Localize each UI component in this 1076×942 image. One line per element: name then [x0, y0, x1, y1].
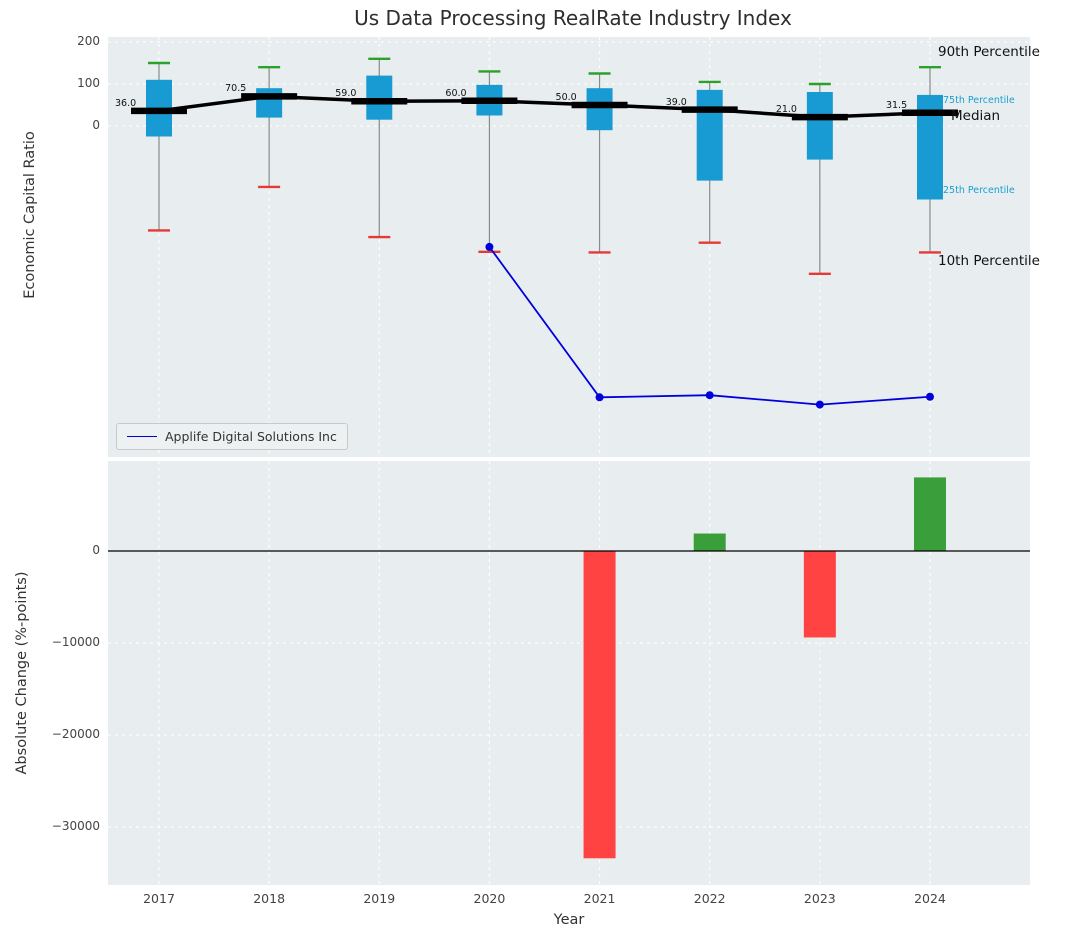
top-plot-area: Applife Digital Solutions Inc: [108, 37, 1030, 457]
x-tick-label: 2023: [803, 891, 836, 906]
x-tick-label: 2019: [363, 891, 396, 906]
median-value-label: 36.0: [115, 97, 137, 109]
iqr-box: [806, 91, 833, 160]
company-marker: [925, 392, 934, 401]
top-y-tick-label: 100: [77, 76, 100, 90]
x-tick-label: 2024: [914, 891, 946, 906]
x-tick-label: 2018: [253, 891, 286, 906]
bottom-y-tick-label: −30000: [51, 819, 100, 833]
x-axis-label: Year: [553, 912, 585, 928]
positive-change-bar: [913, 477, 946, 551]
top-plot-canvas: [108, 37, 1030, 457]
annotation-10th-percentile: 10th Percentile: [938, 253, 1040, 269]
bottom-y-tick-label: 0: [92, 543, 100, 557]
x-tick-label: 2017: [143, 891, 175, 906]
annotation-90th-percentile: 90th Percentile: [938, 44, 1040, 60]
annotation-25th-percentile: 25th Percentile: [943, 185, 1015, 196]
legend-line-sample: [127, 436, 157, 437]
median-value-label: 21.0: [775, 104, 797, 116]
x-tick-label: 2022: [693, 891, 726, 906]
x-tick-label: 2021: [583, 891, 616, 906]
median-value-label: 59.0: [335, 88, 357, 100]
negative-change-bar: [803, 551, 836, 638]
bottom-y-tick-label: −10000: [51, 635, 100, 649]
median-value-label: 31.5: [885, 99, 908, 111]
bottom-gridlines: [108, 461, 1030, 885]
iqr-box: [696, 89, 723, 181]
top-y-tick-label: 0: [92, 118, 100, 132]
change-bars: [583, 477, 946, 859]
median-value-label: 60.0: [445, 87, 467, 99]
legend: Applife Digital Solutions Inc: [116, 423, 348, 450]
legend-label: Applife Digital Solutions Inc: [165, 429, 337, 444]
positive-change-bar: [693, 533, 726, 551]
annotation-75th-percentile: 75th Percentile: [943, 95, 1015, 106]
median-series: [131, 93, 958, 121]
median-value-label: 70.5: [225, 83, 247, 95]
top-y-axis-label: Economic Capital Ratio: [22, 131, 38, 299]
company-marker: [815, 400, 824, 409]
negative-change-bar: [583, 551, 616, 859]
bottom-plot-area: [108, 461, 1030, 885]
chart-title: Us Data Processing RealRate Industry Ind…: [354, 6, 792, 30]
median-value-label: 39.0: [665, 96, 687, 108]
iqr-box: [366, 75, 393, 120]
company-marker: [485, 242, 494, 251]
median-value-label: 50.0: [555, 92, 577, 103]
iqr-box: [586, 88, 613, 131]
company-marker: [595, 393, 604, 402]
top-y-tick-label: 200: [77, 34, 100, 48]
company-marker: [705, 391, 714, 400]
bottom-y-tick-label: −20000: [51, 727, 100, 741]
x-tick-label: 2020: [473, 891, 506, 906]
annotation-median: Median: [951, 108, 1001, 124]
whisker-caps: [148, 57, 941, 276]
bottom-y-axis-label: Absolute Change (%-points): [14, 571, 30, 775]
iqr-box: [256, 88, 283, 118]
company-series: [485, 242, 934, 409]
bottom-plot-canvas: [108, 461, 1030, 885]
